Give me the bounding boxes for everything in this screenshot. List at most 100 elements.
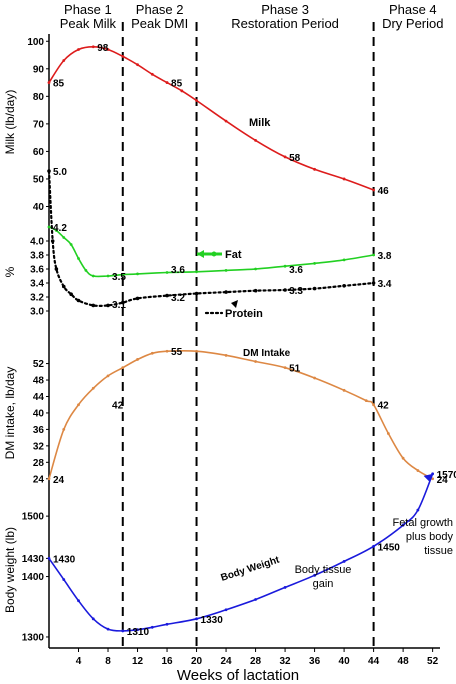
data-label: 46 [378,186,390,197]
fat-series-label: Fat [225,249,242,261]
point-milk [121,55,125,58]
data-label: 42 [112,401,124,412]
point-milk [254,139,257,142]
point-dm-intake [372,403,376,407]
point-dm-intake [342,388,346,392]
y-axis-title-4: Body weight (lb) [3,527,17,613]
x-tick-label: 48 [398,656,410,667]
fetal-growth-note-line: Fetal growth [392,517,453,529]
point-body-weight [136,628,139,632]
x-tick-label: 12 [132,656,144,667]
data-label: 58 [289,153,301,164]
milk-series-label: Milk [249,117,271,129]
y-tick-label: 24 [33,474,45,485]
point-body-weight [195,617,198,621]
point-dm-intake [77,403,80,407]
y-tick-label: 52 [33,359,45,370]
point-body-weight [401,523,405,527]
series-line-protein [47,169,375,307]
point-body-weight [254,598,257,601]
annotations-layer: Milk Fat Protein DM Intake Body Weight Body t… [197,117,453,590]
point-milk [313,167,316,171]
phase-4-number: Phase 4 [389,2,437,17]
y-tick-label: 50 [33,174,45,185]
y-tick-label: 40 [33,202,45,213]
x-tick-label: 24 [220,656,232,667]
point-protein [224,290,228,294]
point-fat [54,229,58,232]
point-protein [371,281,376,285]
x-tick-label: 44 [368,656,380,667]
point-dm-intake [401,456,405,460]
point-dm-intake [121,366,125,370]
data-label: 4.2 [53,223,67,234]
data-label: 1430 [53,554,76,565]
data-label: 1330 [201,615,224,626]
data-label: 3.6 [289,265,303,276]
x-tick-label: 52 [427,656,439,667]
y-tick-label: 40 [33,408,45,419]
point-dm-intake [283,366,287,370]
point-fat [313,262,316,265]
point-milk [224,119,228,123]
data-label: 24 [53,475,65,486]
phase-4-name: Dry Period [382,16,443,31]
point-protein [61,284,66,289]
series-line-dm-intake [48,350,434,480]
point-milk [180,89,184,93]
point-fat [254,267,257,271]
y-tick-label: 1400 [22,572,45,583]
y-tick-label: 4.0 [30,237,44,248]
data-label: 85 [53,79,65,90]
point-milk [47,81,51,84]
point-fat [106,274,110,278]
data-label: 98 [97,43,109,54]
fat-legend-arrow [197,250,204,258]
point-protein [76,298,81,303]
point-fat [69,243,73,246]
point-milk [62,59,66,62]
point-dm-intake [165,349,169,353]
point-fat [91,274,95,278]
point-protein [69,292,73,297]
y-tick-label: 1500 [22,512,45,523]
point-protein [253,288,258,293]
point-fat [121,273,125,276]
point-dm-intake [136,358,139,361]
data-label: 1570 [437,470,456,481]
point-dm-intake [62,428,66,431]
x-tick-label: 28 [250,656,262,667]
point-protein [54,267,59,271]
point-body-weight [47,557,51,560]
tissue-gain-note-line: Body tissue [295,564,352,576]
point-fat [136,272,139,276]
point-fat [283,264,287,268]
protein-legend-arrow [231,300,238,308]
fetal-growth-note-line: plus body [406,531,454,543]
dm-intake-series-label: DM Intake [243,348,291,359]
point-protein [106,303,110,308]
fetal-growth-note-line: tissue [424,545,453,557]
y-axis-title-1: Milk (lb/day) [3,90,17,155]
point-body-weight [121,629,125,633]
data-label: 42 [378,401,390,412]
point-milk [372,188,376,192]
data-label: 55 [171,347,183,358]
data-label: 3.4 [378,279,392,290]
point-milk [165,81,169,84]
fat-legend-marker [211,251,217,257]
point-fat [342,258,346,262]
point-fat [47,225,51,229]
point-milk [77,48,80,51]
point-protein [135,296,140,301]
data-label: 3.3 [289,286,303,297]
point-milk [342,177,346,181]
y-tick-label: 32 [33,441,45,452]
y-tick-label: 28 [33,458,45,469]
point-protein [165,293,169,298]
point-dm-intake [91,386,95,390]
y-tick-label: 1300 [22,632,45,643]
phase-2-name: Peak DMI [131,16,188,31]
point-dm-intake [431,477,435,481]
